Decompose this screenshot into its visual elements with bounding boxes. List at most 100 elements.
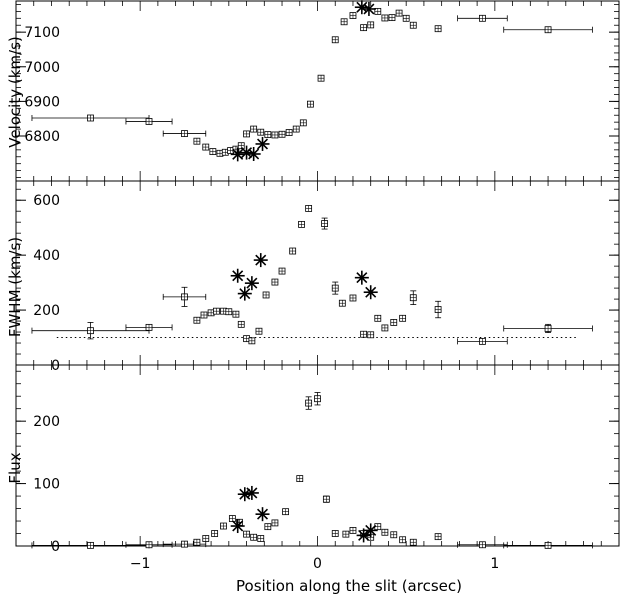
velocity-data-point [381,14,389,22]
fwhm-star-point [237,286,252,301]
fwhm-data-point [374,314,382,322]
fwhm-data-point [409,290,417,305]
velocity-y-axis-label: Velocity (km/s) [6,36,24,147]
velocity-y-tick-label: 6800 [24,129,60,145]
velocity-y-tick-label: 7000 [24,60,60,76]
velocity-data-point [243,130,250,138]
velocity-star-point [230,147,245,162]
flux-panel: Flux 0 100 200 −1 0 1 [6,364,620,572]
fwhm-data-point [321,217,328,230]
flux-data-point [390,531,398,539]
flux-data-point [434,533,442,541]
fwhm-data-point [248,337,256,345]
x-axis-label: Position along the slit (arcsec) [236,577,462,595]
velocity-data-point [434,25,442,33]
velocity-data-point [209,148,217,155]
fwhm-y-tick-label: 200 [33,303,60,319]
fwhm-y-tick-label: 600 [33,193,60,209]
flux-data-point [257,535,265,542]
flux-data-point [243,530,250,538]
flux-star-point [363,523,378,538]
velocity-data-point [331,36,339,44]
star-arm [356,1,368,13]
flux-star-point [255,507,270,522]
flux-data-point [349,526,357,534]
velocity-data-point [360,24,368,32]
fwhm-data-point [390,319,398,326]
flux-data-point [305,396,313,410]
star-arm [232,270,244,282]
flux-y-axis-label: Flux [6,452,24,483]
velocity-data-point [125,118,173,125]
fwhm-data-point [193,316,201,324]
star-arm [239,288,251,300]
fwhm-data-point [289,247,297,255]
velocity-frame [15,0,620,182]
flux-data-point [220,522,227,530]
velocity-data-point [367,21,375,29]
star-arm [248,148,260,160]
fwhm-data-point [125,323,173,331]
flux-data-point [322,495,330,503]
star-arm [358,529,370,541]
flux-data-point [409,538,417,546]
velocity-star-point [361,1,376,16]
flux-star-point [244,485,259,500]
velocity-star-point [255,136,270,151]
fwhm-data-point [255,327,263,335]
velocity-data-point [307,100,314,108]
fwhm-data-point [298,220,305,228]
flux-data-point [399,536,407,544]
fwhm-star-point [253,253,268,268]
fwhm-star-point [363,285,378,300]
star-arm [246,277,258,289]
flux-data-point [193,538,201,546]
velocity-data-point [402,14,410,22]
fwhm-data-point [399,314,407,322]
fwhm-data-point [237,320,245,328]
velocity-data-point [271,131,279,139]
flux-data-point [457,541,508,549]
fwhm-y-axis-label: FWHM (km/s) [6,237,24,337]
star-arm [356,272,368,284]
flux-data-point [211,530,219,537]
velocity-data-point [285,129,293,136]
flux-data-point [296,475,304,482]
fwhm-data-point [360,330,368,338]
velocity-data-point [278,130,286,138]
flux-x-tick-label: 1 [490,556,499,572]
flux-data-point [202,535,210,542]
fwhm-data-point [434,300,442,319]
flux-x-tick-label: −1 [130,556,151,572]
star-arm [246,487,258,499]
flux-data-point [31,541,150,549]
flux-y-tick-label: 100 [33,477,60,493]
velocity-data-point [193,137,201,145]
velocity-data-point [31,114,150,122]
flux-y-tick-label: 200 [33,414,60,430]
velocity-data-point [250,125,258,133]
flux-data-point [264,523,272,531]
velocity-data-point [503,26,593,34]
velocity-y-tick-label: 6900 [24,94,60,110]
velocity-data-point [374,7,382,15]
flux-data-point [374,523,382,531]
fwhm-star-point [244,276,259,291]
velocity-data-point [457,14,508,22]
flux-data-point [125,541,173,549]
velocity-data-point [409,21,417,29]
star-arm [365,524,377,536]
flux-data-point [271,519,279,527]
fwhm-data-point [213,307,220,315]
velocity-data-point [340,18,348,26]
star-arm [257,508,269,520]
fwhm-data-point [349,294,357,302]
flux-star-point [356,528,371,543]
fwhm-data-point [225,308,233,316]
star-arm [255,254,267,266]
star-arm [363,3,375,15]
fwhm-data-point [305,205,313,212]
star-arm [239,488,251,500]
flux-y-tick-label: 0 [51,539,60,555]
